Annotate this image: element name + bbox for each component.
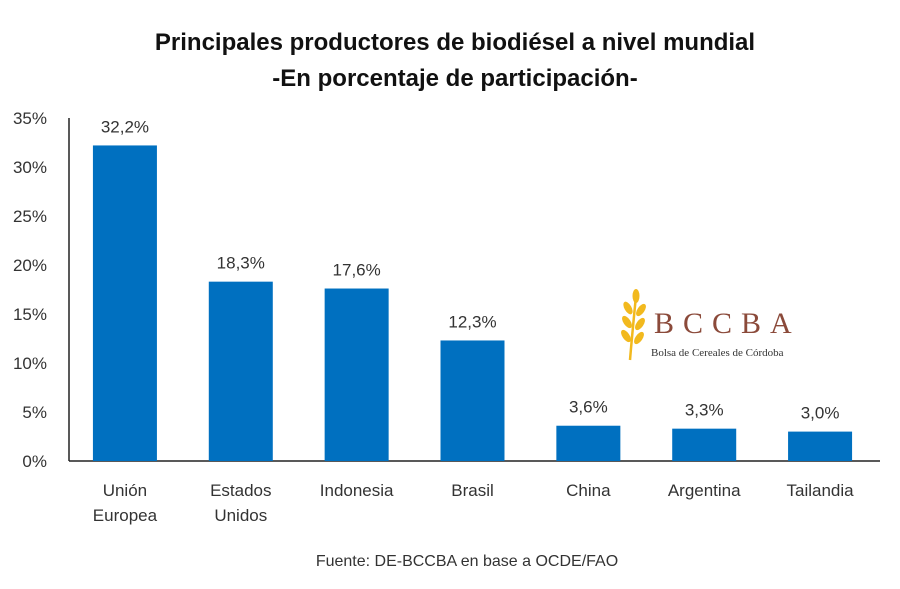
- y-tick-label: 35%: [13, 109, 47, 128]
- category-label: Argentina: [668, 481, 741, 500]
- data-label: 17,6%: [333, 261, 381, 280]
- bars-group: [92, 145, 853, 461]
- y-tick-label: 15%: [13, 305, 47, 324]
- data-label: 12,3%: [448, 312, 496, 331]
- bar: [788, 431, 853, 461]
- category-label: Unión Europea: [93, 481, 158, 525]
- bar: [208, 281, 273, 461]
- data-label: 3,0%: [801, 404, 840, 423]
- data-label: 3,3%: [685, 401, 724, 420]
- source-note: Fuente: DE-BCCBA en base a OCDE/FAO: [316, 553, 618, 570]
- data-label: 3,6%: [569, 398, 608, 417]
- bar: [672, 428, 737, 461]
- category-label: Brasil: [451, 481, 494, 500]
- category-label: China: [566, 481, 611, 500]
- y-tick-label: 20%: [13, 256, 47, 275]
- category-label: Tailandia: [787, 481, 855, 500]
- y-tick-label: 5%: [22, 403, 47, 422]
- bar: [324, 288, 389, 461]
- logo-tagline: Bolsa de Cereales de Córdoba: [651, 347, 784, 359]
- y-tick-label: 0%: [22, 452, 47, 471]
- chart-title: Principales productores de biodiésel a n…: [155, 29, 755, 56]
- category-label: Indonesia: [320, 481, 394, 500]
- y-tick-label: 30%: [13, 158, 47, 177]
- wheat-icon: [621, 289, 646, 361]
- bar: [440, 340, 505, 461]
- y-tick-label: 25%: [13, 207, 47, 226]
- data-label: 32,2%: [101, 117, 149, 136]
- logo-name: BCCBA: [654, 307, 801, 340]
- bar: [92, 145, 157, 461]
- y-axis-tick-labels: 0% 5% 10% 15% 20% 25% 30% 35%: [13, 109, 47, 471]
- bccba-logo: BCCBA Bolsa de Cereales de Córdoba: [621, 289, 801, 361]
- category-label: Estados Unidos: [210, 481, 271, 525]
- bar: [556, 425, 621, 461]
- data-label: 18,3%: [217, 254, 265, 273]
- y-tick-label: 10%: [13, 354, 47, 373]
- data-labels-group: 32,2% 18,3% 17,6% 12,3% 3,6% 3,3% 3,0%: [101, 117, 840, 422]
- category-labels-group: Unión Europea Estados Unidos Indonesia Brasil…: [93, 481, 854, 525]
- chart-subtitle: -En porcentaje de participación-: [272, 65, 637, 92]
